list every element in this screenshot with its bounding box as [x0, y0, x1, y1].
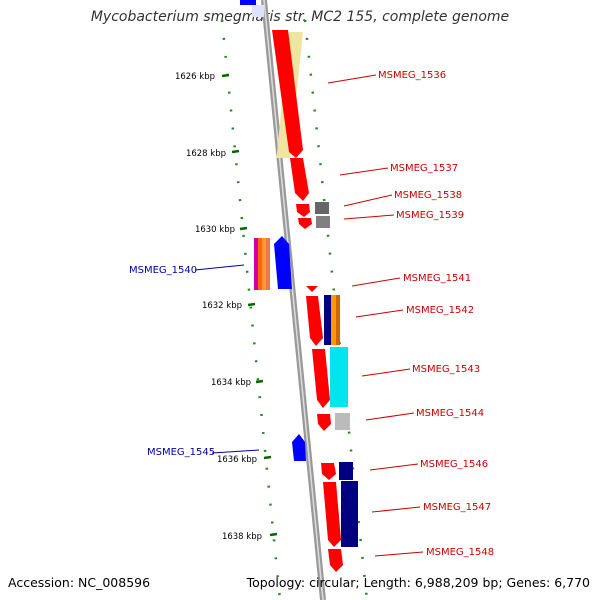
tick-mark — [255, 379, 264, 384]
gene-msmeg-1548[interactable] — [328, 549, 343, 572]
tick-mark — [247, 302, 256, 307]
gene-msmeg-1546[interactable] — [321, 463, 336, 480]
gene-msmeg-1547[interactable] — [323, 482, 341, 547]
gene-msmeg-1543[interactable] — [312, 349, 330, 408]
tick-mark — [231, 149, 240, 154]
tick-label: 1632 kbp — [202, 301, 242, 311]
gene-label-msmeg-1546[interactable]: MSMEG_1546 — [420, 459, 488, 470]
forward-gene-labels: MSMEG_1536 MSMEG_1537 MSMEG_1538 MSMEG_1… — [327, 70, 494, 558]
map-title: Mycobacterium smegmatis str. MC2 155, co… — [90, 9, 510, 25]
gene-msmeg-1536[interactable] — [272, 30, 303, 158]
tick-mark — [221, 73, 230, 78]
gene-label-msmeg-1547[interactable]: MSMEG_1547 — [423, 502, 491, 513]
gene-label-msmeg-1541[interactable]: MSMEG_1541 — [403, 273, 471, 284]
tick-label: 1636 kbp — [217, 455, 257, 465]
tick-mark — [269, 532, 278, 537]
reverse-gene-labels: MSMEG_1540 MSMEG_1545 — [129, 264, 260, 458]
topology-text: Topology: circular; Length: 6,988,209 bp… — [246, 575, 590, 590]
tick-label: 1628 kbp — [186, 149, 226, 159]
gene-msmeg-1543-feature[interactable] — [330, 347, 348, 407]
gene-msmeg-1540[interactable] — [274, 236, 292, 289]
tick-labels: 1626 kbp 1628 kbp 1630 kbp 1632 kbp 1634… — [175, 72, 262, 542]
tick-mark — [263, 455, 272, 460]
tick-label: 1634 kbp — [211, 378, 251, 388]
gene-msmeg-1547-feature[interactable] — [341, 481, 358, 547]
reverse-genes — [254, 236, 306, 461]
gene-label-msmeg-1536[interactable]: MSMEG_1536 — [378, 70, 446, 81]
gene-msmeg-1541[interactable] — [306, 286, 318, 292]
accession-text: Accession: NC_008596 — [8, 575, 151, 590]
gene-label-msmeg-1544[interactable]: MSMEG_1544 — [416, 408, 484, 419]
tick-marks — [221, 73, 278, 537]
tick-label: 1630 kbp — [195, 225, 235, 235]
gene-label-msmeg-1540[interactable]: MSMEG_1540 — [129, 265, 197, 276]
gene-msmeg-1537[interactable] — [290, 158, 309, 201]
gene-msmeg-1545[interactable] — [292, 434, 306, 461]
gene-msmeg-1539-feature[interactable] — [316, 216, 330, 228]
gene-top-blue[interactable] — [240, 0, 256, 5]
gene-msmeg-1542[interactable] — [306, 296, 323, 346]
gene-msmeg-1544-feature[interactable] — [335, 413, 350, 430]
gene-label-msmeg-1543[interactable]: MSMEG_1543 — [412, 364, 480, 375]
gene-label-msmeg-1548[interactable]: MSMEG_1548 — [426, 547, 494, 558]
gene-label-msmeg-1538[interactable]: MSMEG_1538 — [394, 190, 462, 201]
gene-msmeg-1538-feature[interactable] — [315, 202, 329, 214]
gene-msmeg-1544[interactable] — [317, 414, 331, 431]
gene-label-msmeg-1545[interactable]: MSMEG_1545 — [147, 447, 215, 458]
gene-label-msmeg-1539[interactable]: MSMEG_1539 — [396, 210, 464, 221]
forward-genes — [272, 30, 358, 572]
gene-msmeg-1546-feature[interactable] — [339, 462, 353, 480]
tick-label: 1638 kbp — [222, 532, 262, 542]
gene-msmeg-1539[interactable] — [298, 218, 312, 229]
gene-label-msmeg-1542[interactable]: MSMEG_1542 — [406, 305, 474, 316]
gene-label-msmeg-1537[interactable]: MSMEG_1537 — [390, 163, 458, 174]
tick-label: 1626 kbp — [175, 72, 215, 82]
tick-mark — [239, 226, 248, 231]
gene-msmeg-1538[interactable] — [296, 204, 310, 217]
